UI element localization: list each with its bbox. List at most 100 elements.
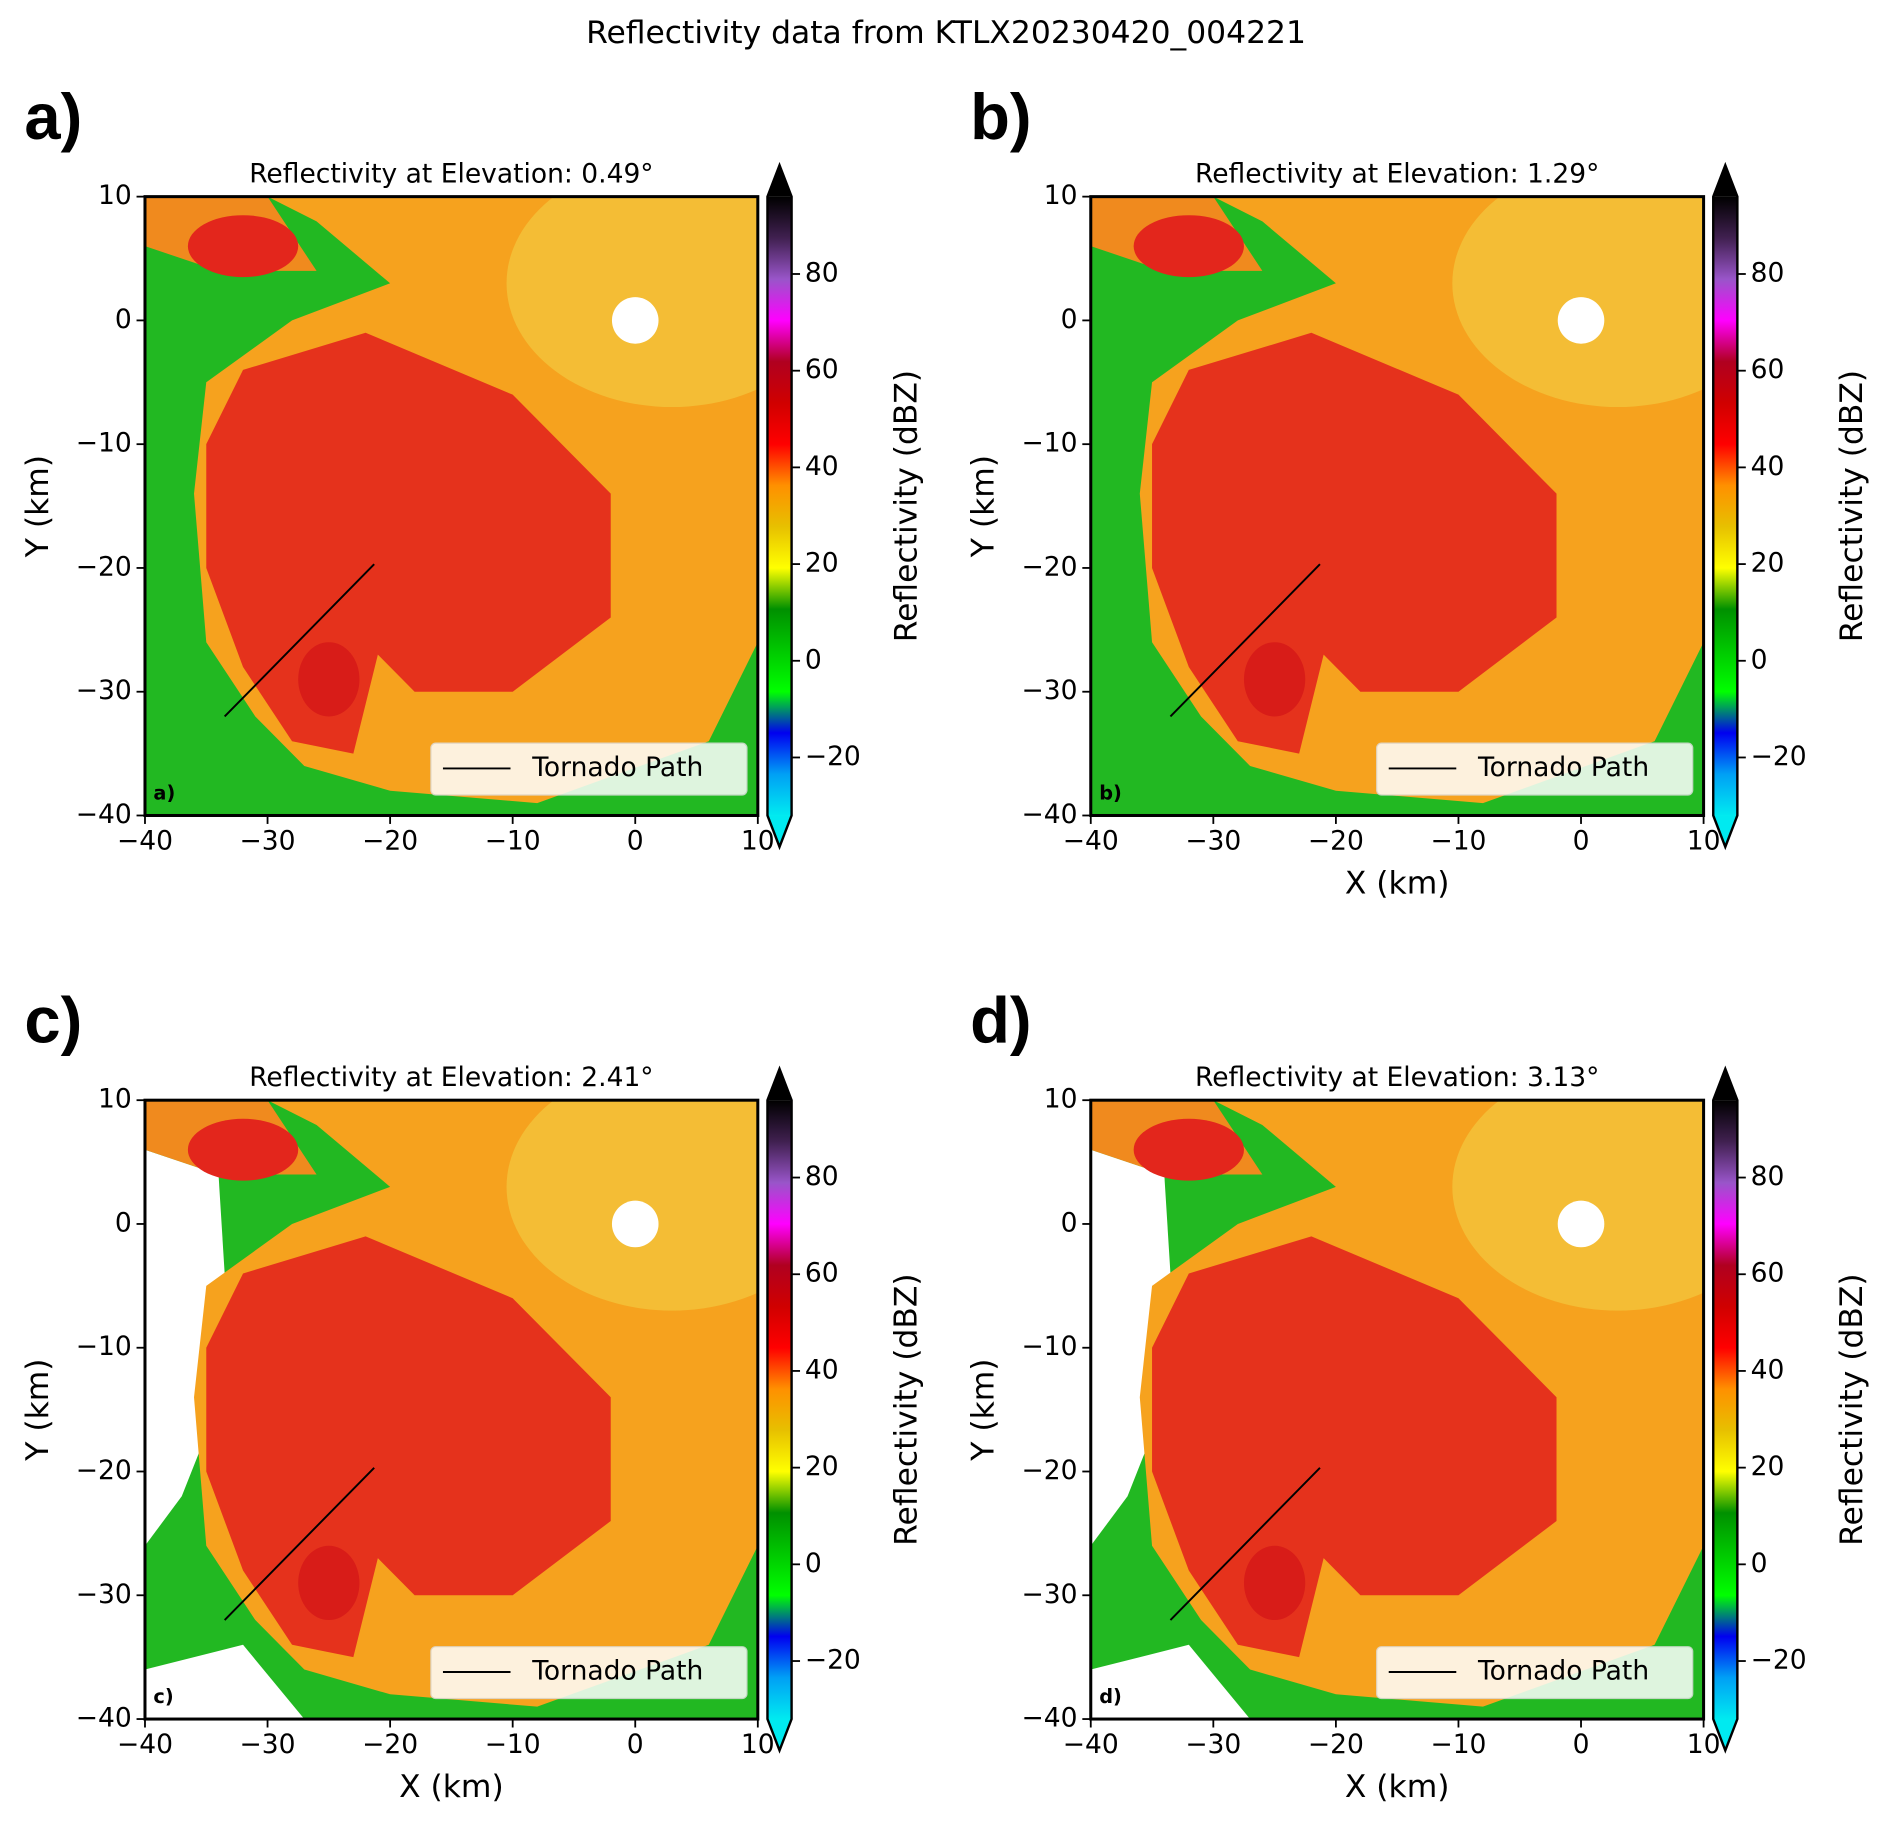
legend-label: Tornado Path <box>531 1656 703 1687</box>
y-axis-label: Y (km) <box>20 1358 56 1461</box>
legend-label: Tornado Path <box>531 752 703 783</box>
panel-letter: b) <box>970 80 1031 153</box>
colorbar-tick-label: −20 <box>805 741 861 772</box>
colorbar-label: Reflectivity (dBZ) <box>1834 1273 1870 1545</box>
radar-site <box>611 1200 659 1248</box>
y-tick-label: −40 <box>1022 1703 1078 1734</box>
x-tick-label: 10 <box>741 826 775 857</box>
legend-label: Tornado Path <box>1477 1656 1649 1687</box>
legend-box <box>430 1646 748 1700</box>
colorbar-tick-label: −20 <box>805 1645 861 1676</box>
colorbar-tick-label: 0 <box>805 644 822 675</box>
colorbar-extend <box>1713 1068 1738 1101</box>
axes-title: Reflectivity at Elevation: 1.29° <box>1195 158 1599 189</box>
y-tick-label: 10 <box>1044 1084 1078 1115</box>
axes-frame <box>143 195 760 817</box>
colorbar-tick-label: 80 <box>805 257 839 288</box>
y-tick-label: −10 <box>76 1331 132 1362</box>
tornado-path <box>223 563 375 718</box>
echo-red <box>1133 1118 1244 1181</box>
radar-field <box>1090 196 1704 816</box>
colorbar-tick-label: 20 <box>805 1451 839 1482</box>
panel-inner-label: b) <box>1099 781 1122 804</box>
x-axis-label: X (km) <box>399 1769 504 1805</box>
colorbar-frame <box>766 161 793 851</box>
y-tick-label: 10 <box>98 1084 132 1115</box>
tornado-path <box>223 1467 375 1621</box>
x-tick-label: 10 <box>1687 826 1721 857</box>
y-tick-label: −20 <box>76 551 132 582</box>
x-tick-label: −40 <box>117 826 173 857</box>
panel: a) Reflectivity at Elevation: 0.49° −40 −30… <box>20 80 925 856</box>
axes-frame <box>143 1098 760 1721</box>
y-tick-label: −10 <box>1022 1331 1078 1362</box>
y-tick-label: −20 <box>76 1455 132 1486</box>
panel: b) Reflectivity at Elevation: 1.29° −40 −30… <box>966 80 1871 901</box>
colorbar-tick-label: 40 <box>805 1354 839 1385</box>
y-tick-label: 10 <box>98 180 132 211</box>
no-echo <box>1090 1644 1251 1720</box>
colorbar-frame <box>766 1065 793 1754</box>
panel: c) Reflectivity at Elevation: 2.41° −40 −30… <box>20 984 925 1805</box>
radar-site <box>1557 297 1605 344</box>
colorbar-tick-label: 80 <box>805 1161 839 1192</box>
radar-field <box>144 1100 758 1720</box>
colorbar-label: Reflectivity (dBZ) <box>888 370 924 642</box>
colorbar-extend <box>767 1719 792 1751</box>
x-tick-label: −10 <box>1430 826 1486 857</box>
axes-title: Reflectivity at Elevation: 0.49° <box>249 158 653 189</box>
colorbar-tick-label: 40 <box>1751 451 1785 482</box>
panel-letter: c) <box>24 984 82 1057</box>
panel-letter: d) <box>970 984 1031 1057</box>
no-echo <box>1090 1149 1177 1546</box>
y-axis-label: Y (km) <box>966 1358 1002 1461</box>
no-echo <box>144 1644 305 1720</box>
colorbar <box>767 1100 792 1720</box>
legend-box <box>1376 742 1694 796</box>
x-axis-label: X (km) <box>1345 1769 1450 1805</box>
x-tick-label: 0 <box>1573 826 1590 857</box>
colorbar-tick-label: 40 <box>805 451 839 482</box>
legend-box <box>430 742 748 796</box>
x-tick-label: 0 <box>1573 1729 1590 1760</box>
colorbar-extend <box>767 815 792 847</box>
colorbar-tick-label: 0 <box>1751 1548 1768 1579</box>
echo-red <box>1243 642 1306 717</box>
y-tick-label: −20 <box>1022 551 1078 582</box>
x-tick-label: −10 <box>1430 1729 1486 1760</box>
colorbar <box>1713 196 1738 816</box>
panel: d) Reflectivity at Elevation: 3.13° −40 −30… <box>966 984 1871 1805</box>
x-tick-label: 0 <box>627 826 644 857</box>
colorbar-tick-label: 80 <box>1751 257 1785 288</box>
colorbar-tick-label: −20 <box>1751 741 1807 772</box>
y-tick-label: −40 <box>76 1703 132 1734</box>
colorbar-extend <box>1713 165 1738 197</box>
y-tick-label: 0 <box>1061 304 1078 335</box>
colorbar-extend <box>1713 815 1738 847</box>
legend-box <box>1376 1646 1694 1700</box>
y-tick-label: 0 <box>1061 1207 1078 1238</box>
x-tick-label: −20 <box>1308 1729 1364 1760</box>
radar-site <box>1557 1200 1605 1248</box>
figure-title: Reflectivity data from KTLX20230420_0042… <box>586 15 1306 51</box>
colorbar-tick-label: 60 <box>1751 354 1785 385</box>
axes-title: Reflectivity at Elevation: 2.41° <box>249 1062 653 1093</box>
colorbar-label: Reflectivity (dBZ) <box>1834 370 1870 642</box>
radar-site <box>611 297 659 344</box>
x-tick-label: −40 <box>1063 826 1119 857</box>
colorbar-tick-label: 20 <box>805 548 839 579</box>
colorbar-extend <box>1713 1719 1738 1751</box>
colorbar-tick-label: 60 <box>1751 1258 1785 1289</box>
colorbar <box>1713 1100 1738 1720</box>
tornado-path <box>1169 563 1321 718</box>
x-tick-label: −30 <box>1185 826 1241 857</box>
x-tick-label: −40 <box>117 1729 173 1760</box>
x-tick-label: −10 <box>485 1729 541 1760</box>
colorbar-extend <box>767 165 792 197</box>
y-axis-label: Y (km) <box>20 455 56 558</box>
colorbar-frame <box>1712 1065 1739 1754</box>
colorbar-tick-label: 0 <box>1751 644 1768 675</box>
y-tick-label: −30 <box>1022 1579 1078 1610</box>
